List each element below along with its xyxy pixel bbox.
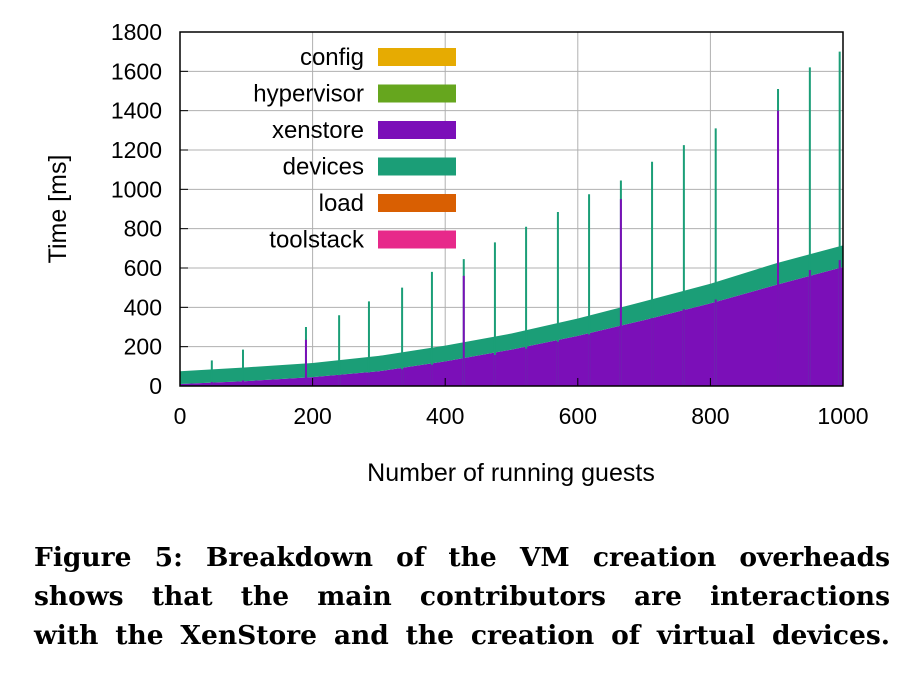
legend-swatch-devices [378,157,456,176]
legend-label-xenstore: xenstore [272,117,364,144]
y-tick-label: 600 [124,255,162,281]
y-tick-label: 800 [124,216,162,242]
y-tick-label: 1600 [111,58,162,84]
y-tick-label: 200 [124,334,162,360]
grid-lines [180,32,843,386]
legend-swatch-load [378,194,456,212]
legend-swatch-config [378,48,456,66]
y-tick-label: 0 [149,373,162,399]
stacked-areas [180,245,843,386]
legend-label-config: config [300,44,364,71]
area-devices [180,245,843,385]
caption-line-1: Figure 5: Breakdown of the VM creation o… [34,542,890,573]
legend-swatch-hypervisor [378,84,456,103]
caption-line-3: with the XenStore and the creation of vi… [34,620,890,651]
caption-line-2: shows that the main contributors are int… [34,581,890,612]
legend-swatch-toolstack [378,230,456,249]
y-tick-label: 1800 [111,19,162,45]
figure-caption: Figure 5: Breakdown of the VM creation o… [34,538,890,655]
x-axis-ticks: 0 200 400 600 800 1000 [174,378,869,429]
x-tick-label: 200 [293,403,331,429]
x-tick-label: 400 [426,403,464,429]
legend-label-devices: devices [283,154,364,181]
legend: config hypervisor xenstore devices load tools… [253,44,456,254]
x-tick-label: 0 [174,403,187,429]
legend-swatch-xenstore [378,121,456,139]
legend-label-toolstack: toolstack [269,227,365,254]
spikes [210,51,841,386]
y-tick-label: 1200 [111,137,162,163]
legend-label-load: load [319,190,364,217]
plot-frame [179,31,844,387]
chart: 0 200 400 600 800 1000 1200 1400 1600 1800 0 200 40… [44,19,869,487]
y-tick-label: 1400 [111,98,162,124]
x-axis-label: Number of running guests [367,459,655,487]
y-axis-ticks: 0 200 400 600 800 1000 1200 1400 1600 1800 [111,19,188,399]
y-tick-label: 1000 [111,176,162,202]
area-xenstore [180,267,843,386]
x-tick-label: 800 [691,403,729,429]
x-tick-label: 600 [559,403,597,429]
x-tick-label: 1000 [817,403,868,429]
y-tick-label: 400 [124,294,162,320]
y-axis-label: Time [ms] [44,155,72,264]
legend-label-hypervisor: hypervisor [253,81,364,108]
